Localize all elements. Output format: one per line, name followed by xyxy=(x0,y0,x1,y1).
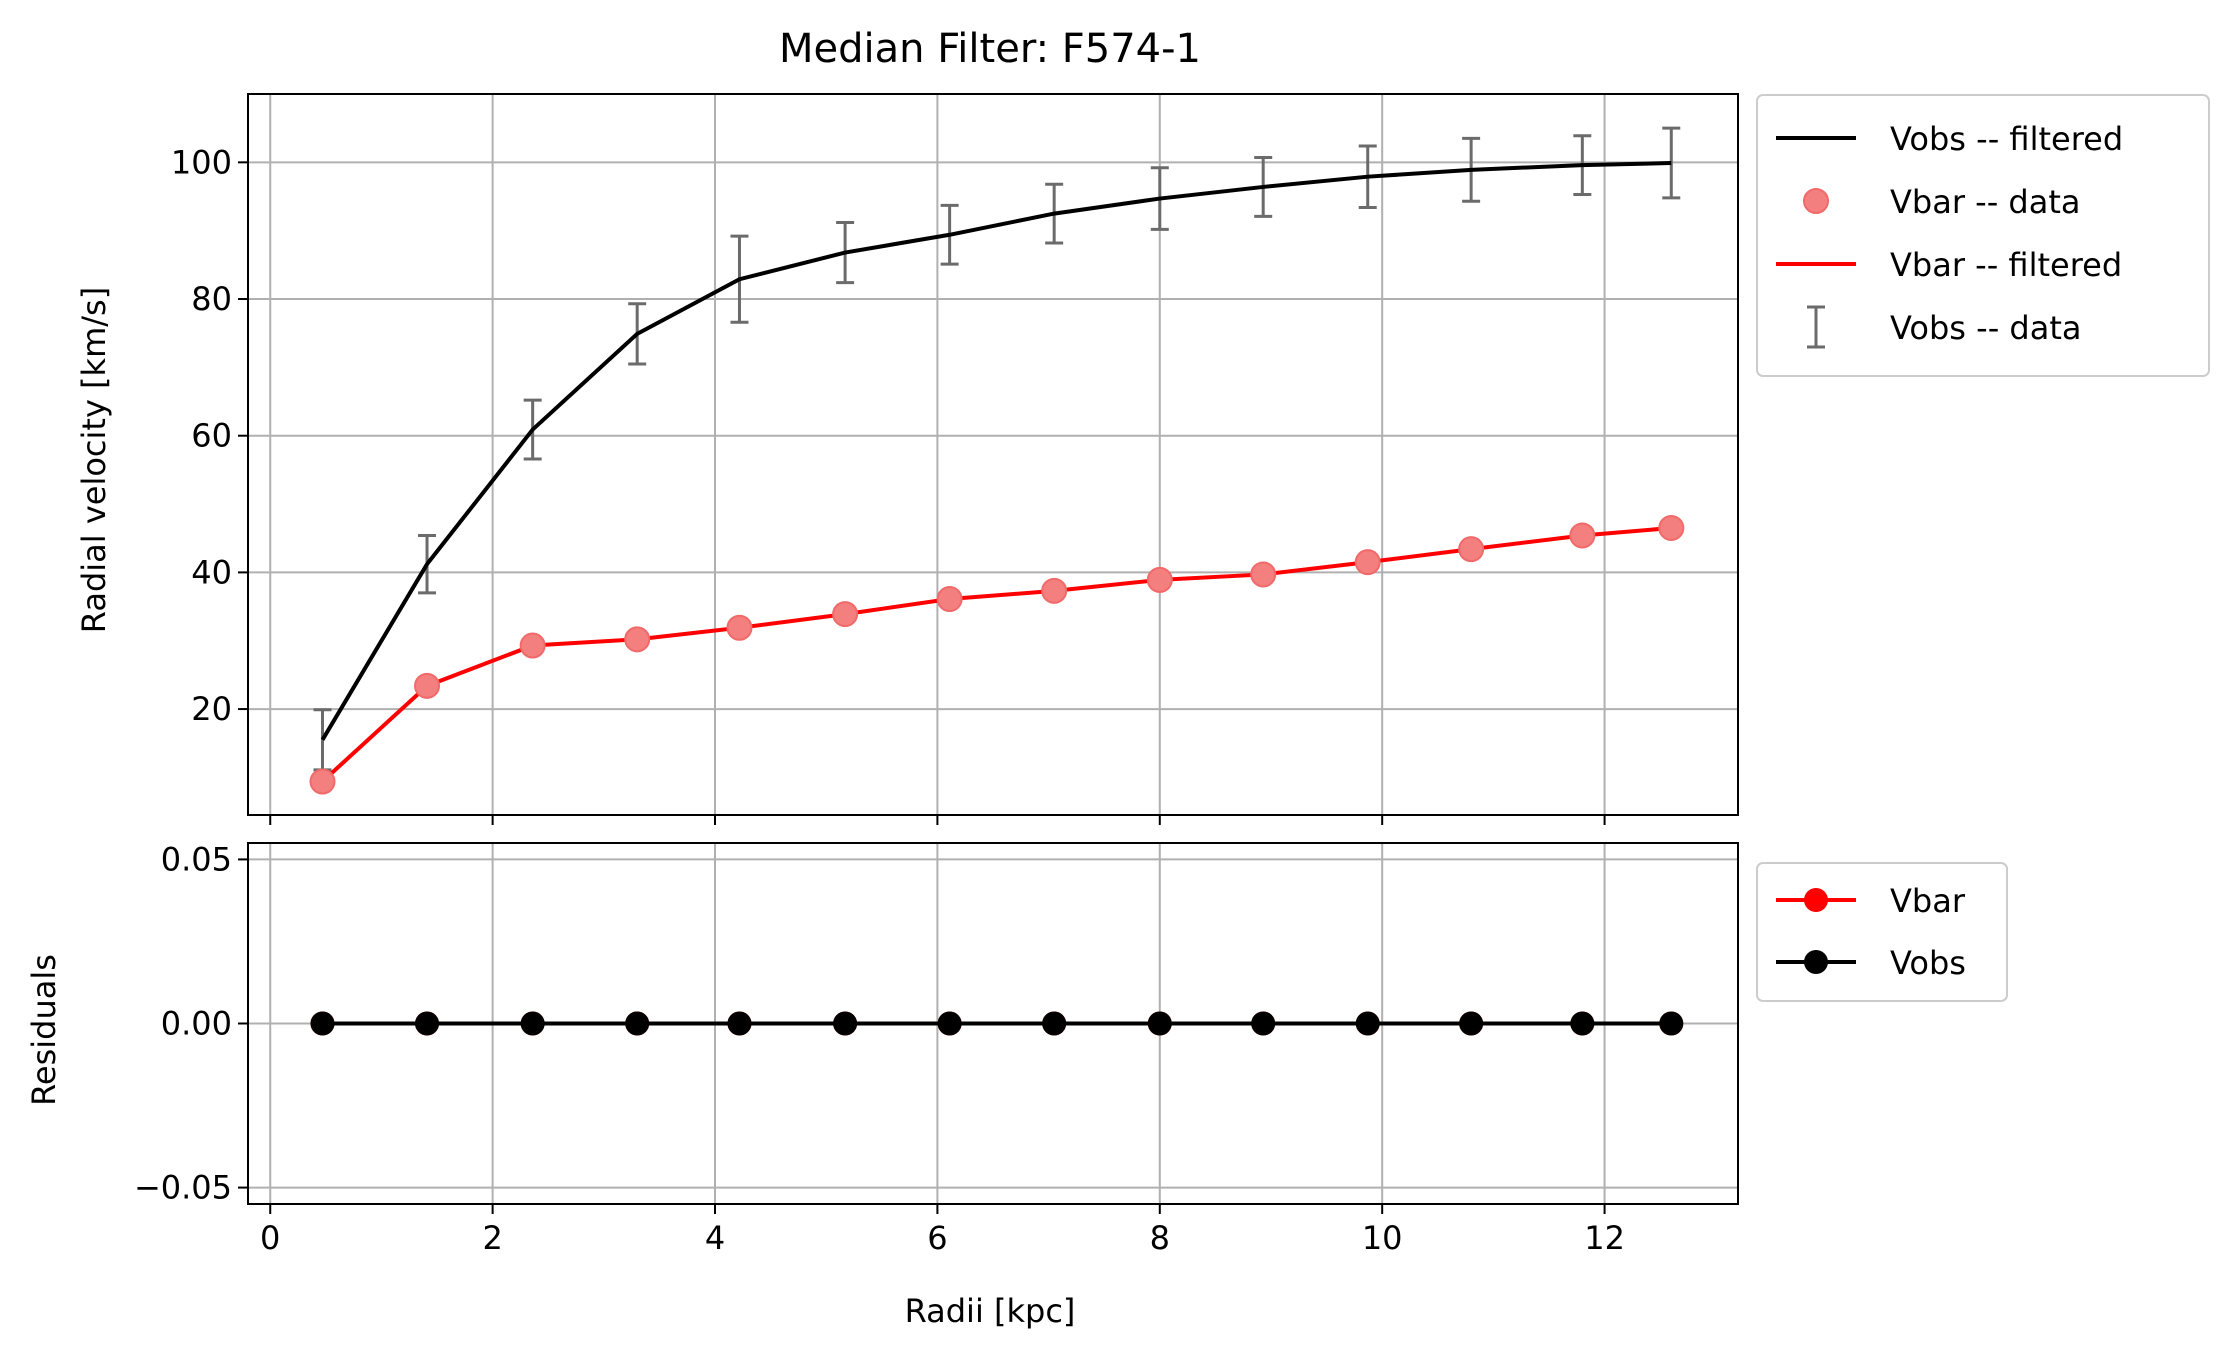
residuals-x-tick-label: 4 xyxy=(705,1219,725,1257)
residuals-x-axis-label: Radii [kpc] xyxy=(905,1292,1076,1330)
vbar-filtered-line xyxy=(321,525,1672,783)
vobs-residual-point xyxy=(1042,1011,1067,1036)
vbar-data-point xyxy=(1658,514,1685,541)
vobs-residual-point xyxy=(310,1011,335,1036)
residuals-legend-box xyxy=(1756,862,2008,1002)
vobs-residual-point xyxy=(833,1011,858,1036)
residuals-x-tick-label: 6 xyxy=(927,1219,947,1257)
vbar-data-point xyxy=(1354,549,1381,576)
vbar-data-point xyxy=(1250,561,1277,588)
vobs-residual-point xyxy=(1570,1011,1595,1036)
vobs-residual-point xyxy=(520,1011,545,1036)
residuals-frame xyxy=(247,842,1739,1205)
residuals-legend-label-0: Vbar xyxy=(1890,882,1966,920)
velocity-plot: Radial velocity [km/s] 20 40 60 80 100 Vobs -… xyxy=(75,93,2210,825)
residuals-y-tick-label: 0.05 xyxy=(161,840,232,878)
residuals-x-tick-label: 12 xyxy=(1584,1219,1625,1257)
vobs-residual-point xyxy=(625,1011,650,1036)
residuals-y-axis-label: Residuals xyxy=(25,954,63,1106)
velocity-y-tick-label: 40 xyxy=(191,553,232,591)
legend-vobs-swatch-marker xyxy=(1804,950,1828,974)
vobs-residual-point xyxy=(415,1011,440,1036)
vbar-data-point xyxy=(726,614,753,641)
vbar-data-point xyxy=(624,626,651,653)
legend-label-1: Vbar -- data xyxy=(1890,183,2080,221)
vbar-data-point xyxy=(1041,577,1068,604)
legend-label-3: Vobs -- data xyxy=(1890,309,2081,347)
velocity-y-tick-label: 60 xyxy=(191,417,232,455)
residuals-y-tick-label: 0.00 xyxy=(161,1005,232,1043)
legend-label-2: Vbar -- filtered xyxy=(1890,246,2122,284)
velocity-frame xyxy=(247,93,1739,816)
velocity-legend-box xyxy=(1756,94,2210,377)
vobs-residual-point xyxy=(1147,1011,1172,1036)
vbar-data-point xyxy=(1458,536,1485,563)
vbar-data-point xyxy=(1569,522,1596,549)
legend-label-0: Vobs -- filtered xyxy=(1890,120,2123,158)
vobs-residual-point xyxy=(1251,1011,1276,1036)
legend-vbar-swatch-marker xyxy=(1804,888,1828,912)
velocity-legend: Vobs -- filtered Vbar -- data Vbar -- filt… xyxy=(1756,94,2210,377)
vbar-data-point xyxy=(832,601,859,628)
vobs-residual-point xyxy=(1355,1011,1380,1036)
velocity-y-tick-label: 20 xyxy=(191,690,232,728)
vbar-data-point xyxy=(309,768,336,795)
vobs-residual-point xyxy=(727,1011,752,1036)
velocity-y-tick-label: 80 xyxy=(191,280,232,318)
residuals-legend-label-1: Vobs xyxy=(1890,944,1966,982)
velocity-y-tick-label: 100 xyxy=(171,143,232,181)
vobs-residual-point xyxy=(1459,1011,1484,1036)
vobs-residual-point xyxy=(1659,1011,1684,1036)
vbar-data-point xyxy=(1146,566,1173,593)
vobs-residual-point xyxy=(937,1011,962,1036)
vobs-filtered-line xyxy=(320,161,1672,741)
residuals-x-tick-label: 10 xyxy=(1362,1219,1403,1257)
residuals-x-tick-label: 8 xyxy=(1150,1219,1170,1257)
figure-title: Median Filter: F574-1 xyxy=(779,26,1201,72)
residuals-legend: Vbar Vobs xyxy=(1756,862,2008,1002)
velocity-y-axis-label: Radial velocity [km/s] xyxy=(75,287,113,633)
residuals-plot: Residuals Radii [kpc] 0 2 4 6 8 10 12 −0.05 0.00… xyxy=(25,840,2008,1330)
vbar-data-point xyxy=(414,672,441,699)
residuals-x-tick-label: 0 xyxy=(260,1219,280,1257)
vbar-data-point xyxy=(519,632,546,659)
legend-vbar-data-swatch xyxy=(1803,188,1829,214)
vbar-data-point xyxy=(936,586,963,613)
residuals-y-tick-label: −0.05 xyxy=(134,1169,232,1207)
residuals-x-tick-label: 2 xyxy=(482,1219,502,1257)
